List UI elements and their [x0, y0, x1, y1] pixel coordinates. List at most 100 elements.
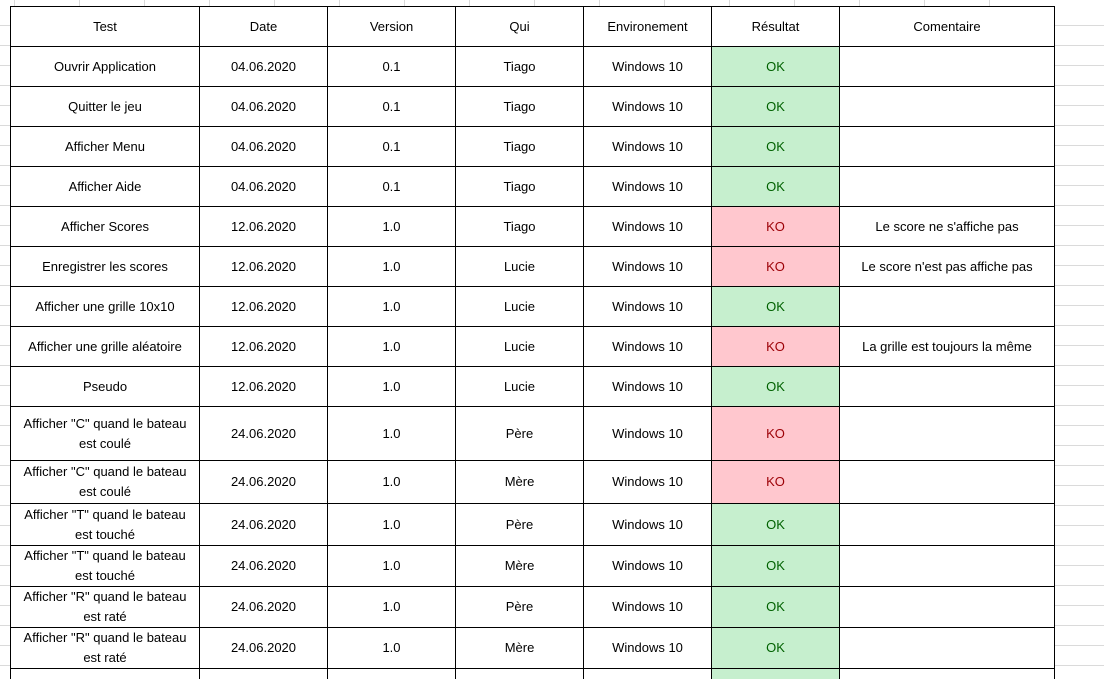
cell-comentaire[interactable] [839, 545, 1055, 587]
cell-comentaire[interactable] [839, 366, 1055, 407]
cell-environement[interactable]: Windows 10 [583, 406, 712, 461]
cell-environement[interactable]: Windows 10 [583, 545, 712, 587]
cell-environement[interactable]: Windows 10 [583, 46, 712, 87]
header-qui[interactable]: Qui [455, 6, 584, 47]
cell-resultat[interactable]: KO [711, 460, 840, 504]
cell-qui[interactable]: Père [455, 586, 584, 628]
cell-resultat[interactable]: OK [711, 545, 840, 587]
cell-test[interactable]: Afficher une grille aléatoire [10, 326, 200, 367]
cell-resultat[interactable]: OK [711, 366, 840, 407]
cell-qui[interactable]: Père [455, 406, 584, 461]
cell-date[interactable]: 04.06.2020 [199, 126, 328, 167]
cell-test[interactable]: Ouvrir Application [10, 46, 200, 87]
cell-qui[interactable]: Tiago [455, 46, 584, 87]
cell-environement[interactable]: Windows 10 [583, 126, 712, 167]
cell-test[interactable]: Afficher Aide [10, 166, 200, 207]
header-version[interactable]: Version [327, 6, 456, 47]
cell-comentaire[interactable] [839, 46, 1055, 87]
cell-comentaire[interactable] [839, 166, 1055, 207]
cell-qui[interactable]: Père [455, 503, 584, 546]
cell-resultat[interactable]: KO [711, 206, 840, 247]
cell-environement[interactable]: Windows 10 [583, 246, 712, 287]
cell-test[interactable]: Afficher Menu [10, 126, 200, 167]
cell-resultat[interactable]: KO [711, 406, 840, 461]
empty-cell[interactable] [583, 668, 712, 679]
cell-date[interactable]: 24.06.2020 [199, 627, 328, 669]
header-date[interactable]: Date [199, 6, 328, 47]
cell-comentaire[interactable] [839, 627, 1055, 669]
cell-environement[interactable]: Windows 10 [583, 366, 712, 407]
cell-comentaire[interactable]: Le score ne s'affiche pas [839, 206, 1055, 247]
cell-test[interactable]: Afficher une grille 10x10 [10, 286, 200, 327]
cell-environement[interactable]: Windows 10 [583, 326, 712, 367]
cell-resultat[interactable]: OK [711, 586, 840, 628]
cell-environement[interactable]: Windows 10 [583, 460, 712, 504]
cell-date[interactable]: 24.06.2020 [199, 545, 328, 587]
cell-test[interactable]: Pseudo [10, 366, 200, 407]
cell-version[interactable]: 1.0 [327, 326, 456, 367]
cell-qui[interactable]: Mère [455, 460, 584, 504]
cell-date[interactable]: 04.06.2020 [199, 86, 328, 127]
cell-test[interactable]: Quitter le jeu [10, 86, 200, 127]
cell-date[interactable]: 24.06.2020 [199, 406, 328, 461]
cell-date[interactable]: 04.06.2020 [199, 166, 328, 207]
cell-test[interactable]: Afficher "C" quand le bateau est coulé [10, 406, 200, 461]
cell-qui[interactable]: Mère [455, 627, 584, 669]
header-environement[interactable]: Environement [583, 6, 712, 47]
cell-comentaire[interactable] [839, 86, 1055, 127]
empty-cell[interactable] [327, 668, 456, 679]
cell-version[interactable]: 1.0 [327, 627, 456, 669]
cell-qui[interactable]: Tiago [455, 126, 584, 167]
cell-version[interactable]: 0.1 [327, 166, 456, 207]
cell-comentaire[interactable]: La grille est toujours la même [839, 326, 1055, 367]
cell-comentaire[interactable] [839, 286, 1055, 327]
cell-test[interactable]: Afficher "R" quand le bateau est raté [10, 586, 200, 628]
cell-comentaire[interactable] [839, 503, 1055, 546]
cell-version[interactable]: 1.0 [327, 206, 456, 247]
cell-test[interactable]: Afficher "T" quand le bateau est touché [10, 545, 200, 587]
cell-comentaire[interactable] [839, 586, 1055, 628]
cell-comentaire[interactable] [839, 460, 1055, 504]
cell-qui[interactable]: Lucie [455, 366, 584, 407]
empty-cell[interactable] [455, 668, 584, 679]
cell-version[interactable]: 1.0 [327, 286, 456, 327]
cell-resultat[interactable]: OK [711, 503, 840, 546]
cell-test[interactable]: Enregistrer les scores [10, 246, 200, 287]
cell-comentaire[interactable]: Le score n'est pas affiche pas [839, 246, 1055, 287]
cell-date[interactable]: 24.06.2020 [199, 503, 328, 546]
header-comentaire[interactable]: Comentaire [839, 6, 1055, 47]
header-resultat[interactable]: Résultat [711, 6, 840, 47]
cell-environement[interactable]: Windows 10 [583, 286, 712, 327]
cell-environement[interactable]: Windows 10 [583, 206, 712, 247]
cell-date[interactable]: 12.06.2020 [199, 366, 328, 407]
cell-resultat[interactable]: OK [711, 126, 840, 167]
empty-cell[interactable] [199, 668, 328, 679]
cell-version[interactable]: 0.1 [327, 126, 456, 167]
cell-date[interactable]: 12.06.2020 [199, 326, 328, 367]
empty-cell[interactable] [711, 668, 840, 679]
cell-qui[interactable]: Tiago [455, 206, 584, 247]
cell-version[interactable]: 1.0 [327, 586, 456, 628]
cell-resultat[interactable]: OK [711, 286, 840, 327]
empty-cell[interactable] [839, 668, 1055, 679]
cell-resultat[interactable]: KO [711, 326, 840, 367]
cell-resultat[interactable]: OK [711, 627, 840, 669]
cell-version[interactable]: 1.0 [327, 366, 456, 407]
cell-version[interactable]: 0.1 [327, 46, 456, 87]
cell-qui[interactable]: Mère [455, 545, 584, 587]
empty-cell[interactable] [10, 668, 200, 679]
cell-version[interactable]: 0.1 [327, 86, 456, 127]
cell-qui[interactable]: Lucie [455, 246, 584, 287]
cell-test[interactable]: Afficher "R" quand le bateau est raté [10, 627, 200, 669]
cell-date[interactable]: 24.06.2020 [199, 586, 328, 628]
cell-qui[interactable]: Lucie [455, 286, 584, 327]
cell-version[interactable]: 1.0 [327, 503, 456, 546]
header-test[interactable]: Test [10, 6, 200, 47]
cell-version[interactable]: 1.0 [327, 460, 456, 504]
cell-date[interactable]: 24.06.2020 [199, 460, 328, 504]
cell-resultat[interactable]: OK [711, 166, 840, 207]
cell-test[interactable]: Afficher Scores [10, 206, 200, 247]
cell-qui[interactable]: Lucie [455, 326, 584, 367]
cell-qui[interactable]: Tiago [455, 86, 584, 127]
cell-test[interactable]: Afficher "T" quand le bateau est touché [10, 503, 200, 546]
